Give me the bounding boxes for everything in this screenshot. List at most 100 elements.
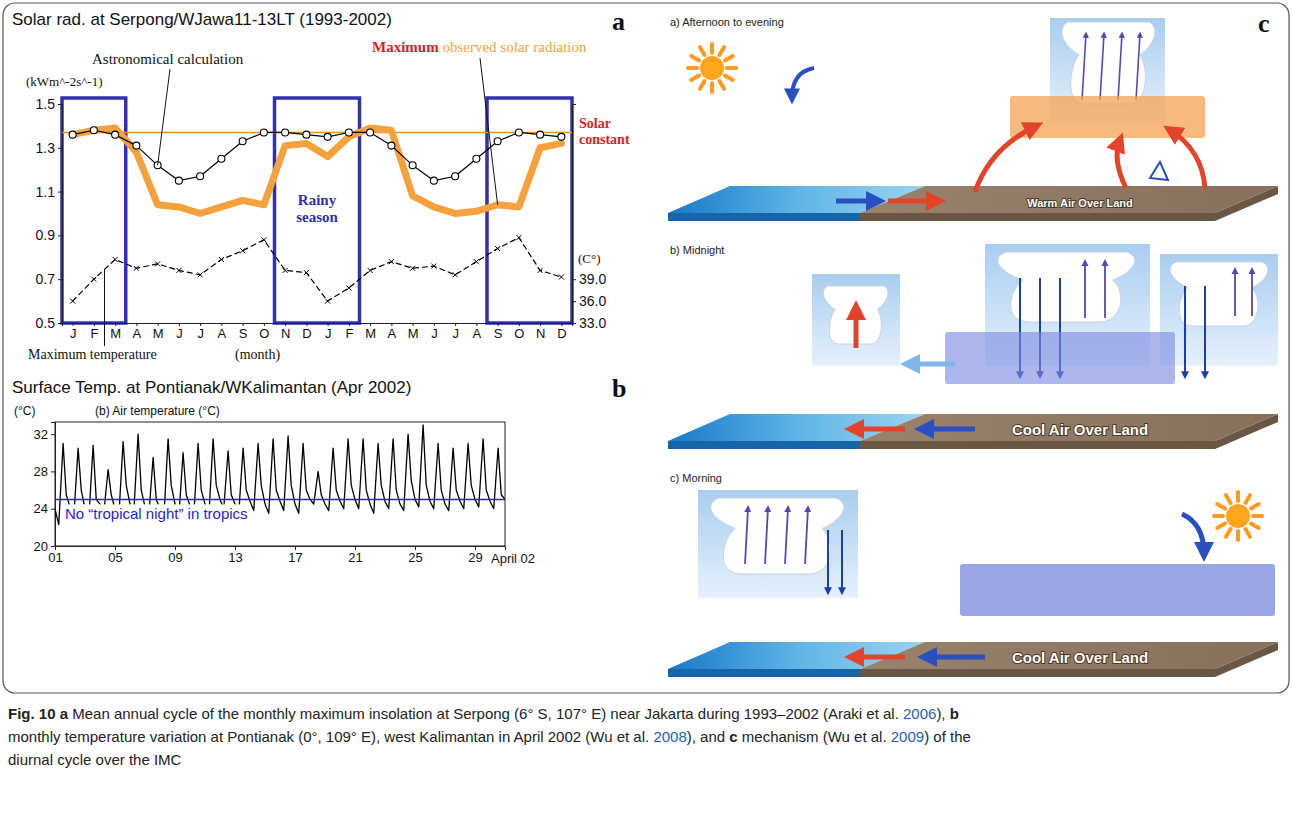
tick-mark	[58, 235, 62, 236]
marker	[113, 257, 118, 262]
leader-line	[158, 69, 170, 165]
arrow	[1118, 34, 1122, 100]
citation-link[interactable]: 2008	[653, 728, 686, 745]
marker	[368, 268, 373, 273]
tick: A	[218, 323, 227, 341]
tick: J	[325, 323, 332, 341]
marker	[537, 131, 544, 138]
scene-title: b) Midnight	[670, 244, 724, 256]
marker	[325, 299, 330, 304]
sun-ray	[700, 81, 705, 89]
cloud-backdrop	[1160, 254, 1278, 366]
tick-label: M	[153, 326, 164, 341]
tick-mark	[58, 279, 62, 280]
sun-ray	[1246, 495, 1251, 503]
marker	[346, 285, 351, 290]
series-label: Maximum temperature	[28, 347, 157, 362]
tick: 05	[108, 546, 122, 565]
tick-label: S	[239, 326, 248, 341]
tick: J	[452, 323, 459, 341]
tick-label: J	[197, 326, 204, 341]
scene: a) Afternoon to eveningWarm Air Over Lan…	[668, 16, 1278, 221]
tick-label: 1.3	[36, 140, 56, 156]
sun-ray	[725, 56, 733, 61]
arrow	[1084, 262, 1086, 318]
arrow	[805, 508, 808, 564]
marker	[345, 129, 352, 136]
arrow	[792, 68, 814, 98]
tick-label: 17	[288, 550, 302, 565]
scene-title: c) Morning	[670, 472, 722, 484]
arrow	[1234, 270, 1236, 316]
series-line	[73, 130, 562, 180]
marker	[431, 264, 436, 269]
rainy-season	[62, 98, 572, 323]
arrow	[745, 508, 748, 564]
x-axis-title: (month)	[235, 347, 280, 363]
annotations: Maximum observed solar radiationAstronom…	[28, 39, 630, 362]
caption-text: c	[729, 728, 737, 745]
tick-label: J	[431, 326, 438, 341]
marker	[495, 246, 500, 251]
panel-c: ca) Afternoon to eveningWarm Air Over La…	[668, 9, 1278, 677]
tick: A	[388, 323, 397, 341]
sun-ray	[1236, 492, 1240, 501]
tick-mark	[58, 104, 62, 105]
marker	[282, 129, 289, 136]
citation-link[interactable]: 2009	[891, 728, 924, 745]
marker	[430, 177, 437, 184]
sun-ray	[710, 44, 714, 53]
tick: A	[473, 323, 482, 341]
marker	[388, 142, 395, 149]
marker	[218, 155, 225, 162]
panel-letter: b	[612, 374, 626, 403]
plot-area	[62, 127, 572, 304]
rainy-season-label: Rainyseason	[296, 192, 338, 225]
sun-ray	[1226, 495, 1231, 503]
tick-label: N	[536, 326, 545, 341]
leader-line	[480, 58, 498, 205]
tick: M	[408, 323, 419, 341]
tick-label: 01	[48, 550, 62, 565]
marker	[538, 268, 543, 273]
marker	[283, 268, 288, 273]
arrow	[785, 508, 788, 564]
marker	[112, 131, 119, 138]
tick: 36.0	[572, 293, 606, 309]
series-label: Astronomical calculation	[92, 51, 244, 67]
cloud	[711, 498, 844, 574]
sun-ray	[691, 76, 699, 81]
caption: Fig. 10 a Mean annual cycle of the month…	[8, 702, 971, 771]
chart-title: Surface Temp. at Pontianak/WKalimantan (…	[12, 378, 411, 397]
tick: 17	[288, 546, 302, 565]
sun-ray	[691, 56, 699, 61]
tick: 39.0	[572, 271, 606, 287]
tick: M	[110, 323, 121, 341]
caption-text: diurnal cycle over the IMC	[8, 751, 181, 768]
tick-label: 32	[34, 427, 48, 442]
marker	[516, 235, 521, 240]
land	[860, 186, 1278, 213]
tick-label: 1.5	[36, 96, 56, 112]
sea-side	[668, 213, 860, 221]
cloud-backdrop	[698, 490, 858, 598]
tick: S	[494, 323, 503, 341]
arrow	[1182, 514, 1204, 554]
marker	[134, 266, 139, 271]
x-axis: JFMAMJJASONDJFMAMJJASOND	[63, 323, 573, 341]
marker	[219, 257, 224, 262]
tick: 01	[48, 546, 62, 565]
tick-label: 09	[168, 550, 182, 565]
tick: N	[536, 323, 545, 341]
tick: 25	[408, 546, 422, 565]
tick-label: 0.7	[36, 271, 56, 287]
marker	[494, 138, 501, 145]
citation-link[interactable]: 2006	[903, 705, 936, 722]
series-line	[55, 425, 505, 525]
marker	[69, 131, 76, 138]
tick-label: A	[473, 326, 482, 341]
axis-line	[573, 105, 577, 324]
marker	[473, 155, 480, 162]
y-axis: 20242832	[34, 423, 56, 554]
caption-text: ), and	[687, 728, 730, 745]
